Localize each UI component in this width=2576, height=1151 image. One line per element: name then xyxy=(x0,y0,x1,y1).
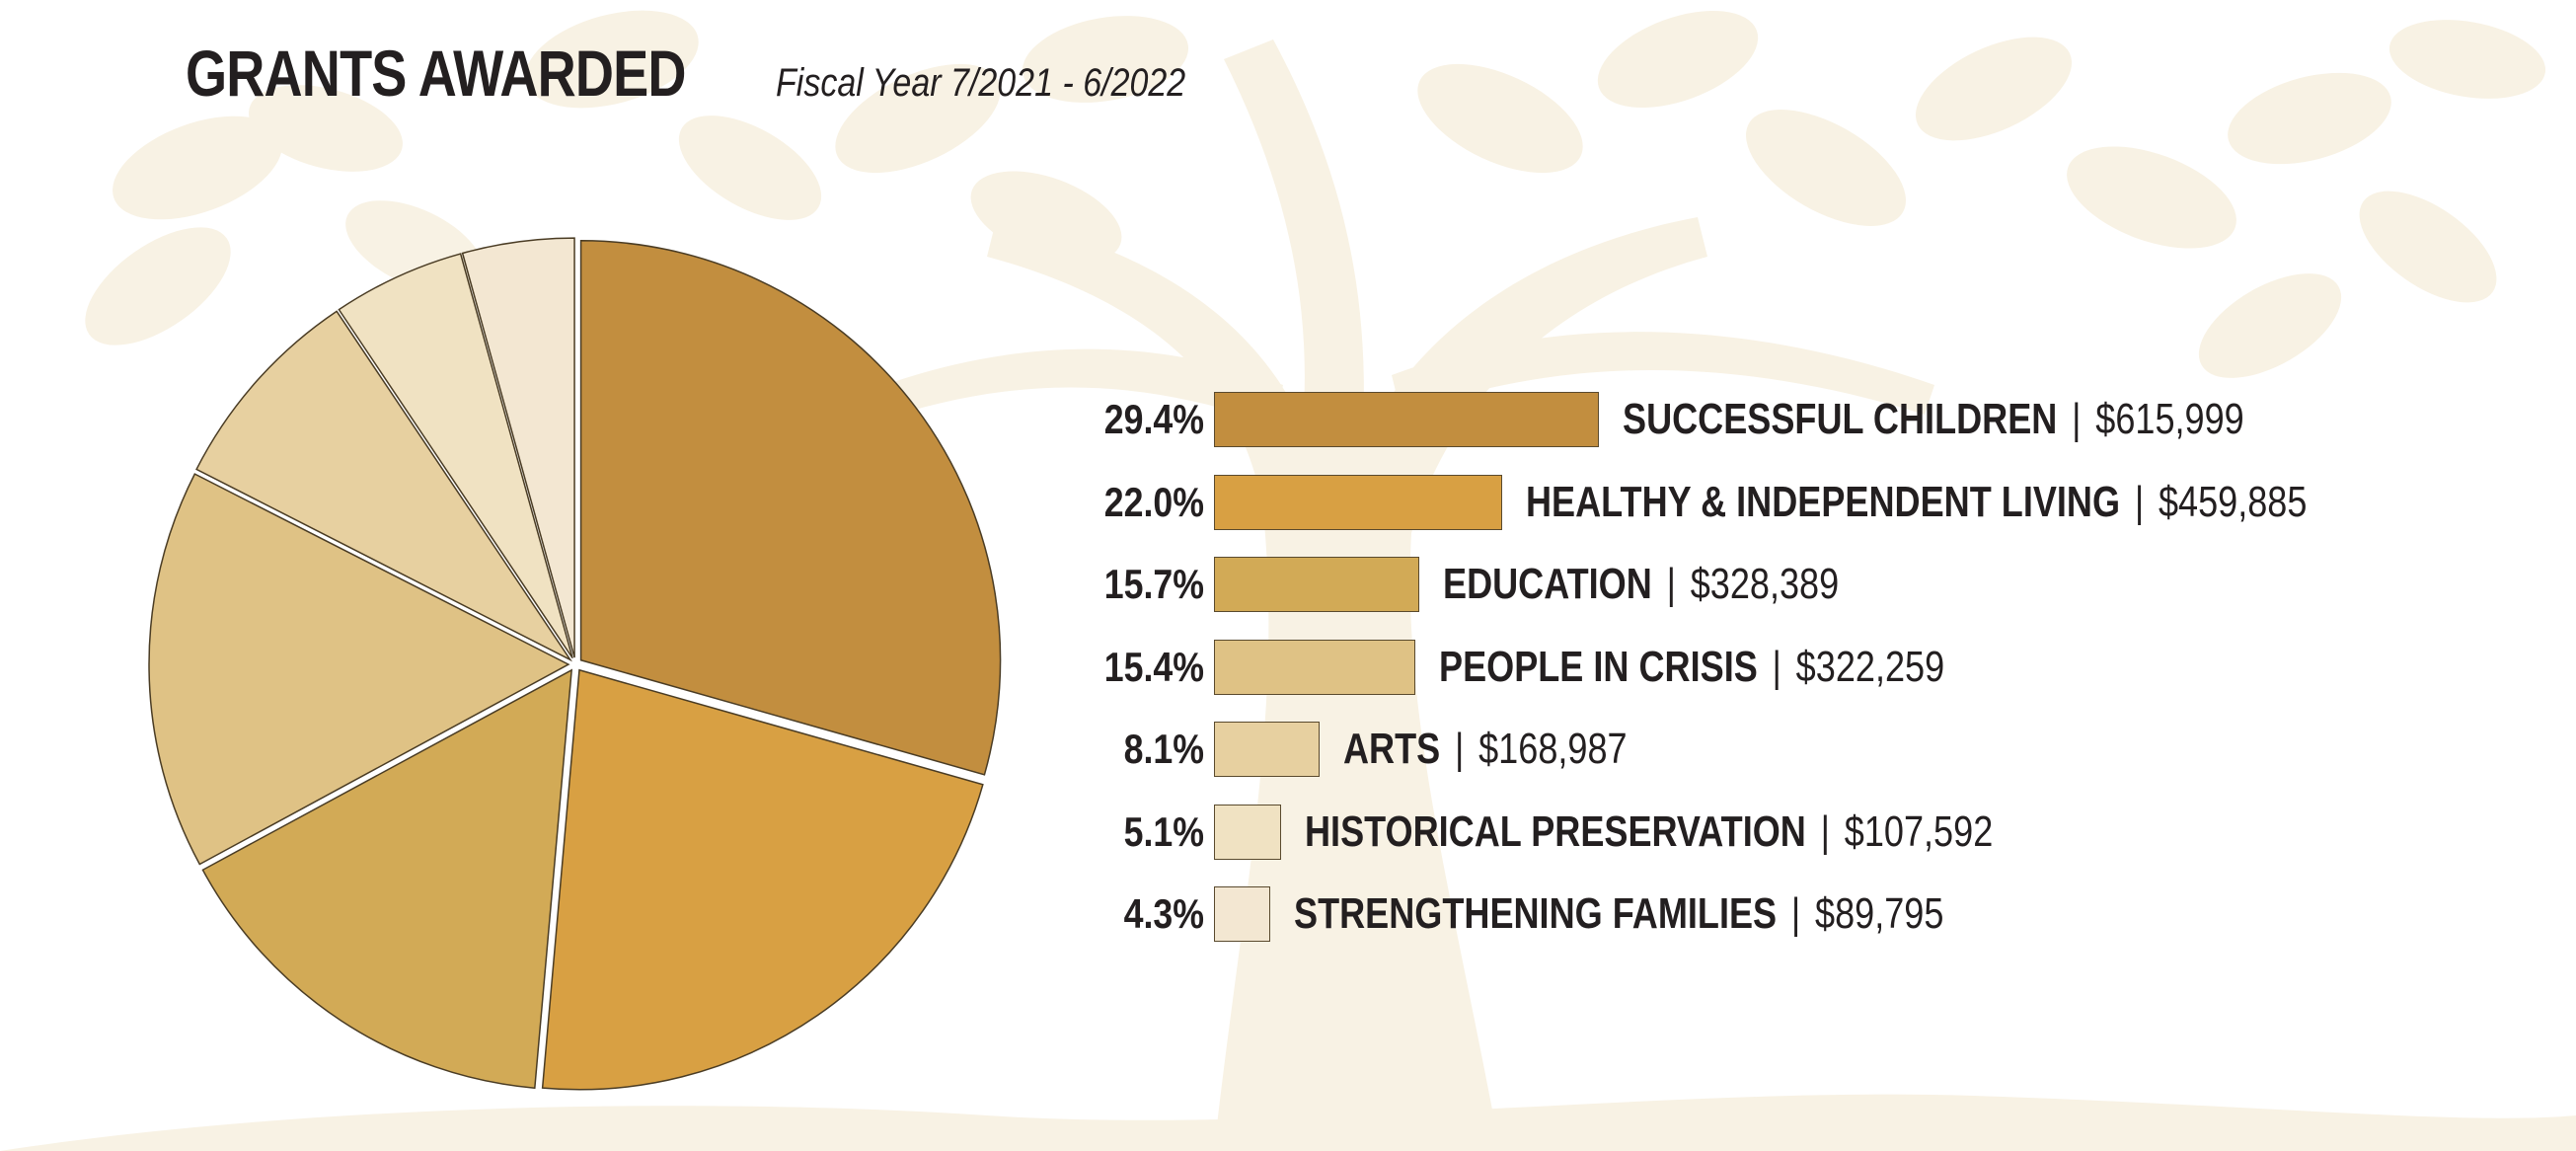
legend-label: SUCCESSFUL CHILDREN | $615,999 xyxy=(1623,395,2244,444)
pie-slice-3 xyxy=(201,668,573,1090)
legend-label: HISTORICAL PRESERVATION | $107,592 xyxy=(1305,807,1993,857)
legend-amount: $615,999 xyxy=(2095,395,2244,443)
legend-row: 15.7% EDUCATION | $328,389 xyxy=(1007,555,1926,614)
legend-amount: $107,592 xyxy=(1844,806,1994,856)
legend-bar xyxy=(1214,886,1270,942)
legend-separator: | xyxy=(1454,725,1465,773)
legend-percent: 29.4% xyxy=(1103,396,1204,442)
legend-bar xyxy=(1214,639,1415,695)
legend-bar xyxy=(1214,557,1419,612)
legend-category: SUCCESSFUL CHILDREN xyxy=(1623,395,2058,443)
legend-percent: 15.7% xyxy=(1103,561,1204,607)
legend-bar xyxy=(1214,722,1320,777)
legend-label: HEALTHY & INDEPENDENT LIVING | $459,885 xyxy=(1526,478,2307,527)
legend-separator: | xyxy=(2072,395,2082,443)
legend-percent: 22.0% xyxy=(1103,478,1204,525)
legend-percent: 4.3% xyxy=(1123,890,1204,937)
legend-separator: | xyxy=(1772,642,1781,691)
legend-percent: 15.4% xyxy=(1103,643,1204,690)
pie-chart xyxy=(148,237,1002,1091)
legend-percent: 8.1% xyxy=(1123,726,1204,772)
legend-row: 4.3% STRENGTHENING FAMILIES | $89,795 xyxy=(1007,884,2086,944)
legend-row: 8.1% ARTS | $168,987 xyxy=(1007,720,1690,779)
pie-slice-4 xyxy=(148,473,570,866)
pie-slice-1 xyxy=(579,240,1002,776)
legend-row: 15.4% PEOPLE IN CRISIS | $322,259 xyxy=(1007,638,2056,697)
pie-slice-6 xyxy=(338,253,573,659)
legend-separator: | xyxy=(1820,806,1831,856)
pie-slice-5 xyxy=(195,310,572,662)
legend-label: PEOPLE IN CRISIS | $322,259 xyxy=(1439,643,1944,692)
chart-title: GRANTS AWARDED xyxy=(186,37,687,110)
legend-label: STRENGTHENING FAMILIES | $89,795 xyxy=(1294,889,1943,939)
legend-row: 22.0% HEALTHY & INDEPENDENT LIVING | $459,8… xyxy=(1007,473,2478,532)
legend-separator: | xyxy=(2134,477,2145,526)
pie-slice-7 xyxy=(461,237,575,658)
legend-percent: 5.1% xyxy=(1123,807,1204,855)
legend-row: 5.1% HISTORICAL PRESERVATION | $107,592 xyxy=(1007,803,2144,862)
legend-category: PEOPLE IN CRISIS xyxy=(1439,642,1758,691)
legend-separator: | xyxy=(1666,560,1676,608)
legend-bar xyxy=(1214,392,1599,447)
chart-header: GRANTS AWARDED Fiscal Year 7/2021 - 6/20… xyxy=(186,36,1257,111)
legend-category: HISTORICAL PRESERVATION xyxy=(1305,806,1806,856)
legend-amount: $328,389 xyxy=(1690,560,1840,608)
legend-row: 29.4% SUCCESSFUL CHILDREN | $615,999 xyxy=(1007,390,2381,449)
legend-amount: $459,885 xyxy=(2158,477,2308,526)
legend-amount: $322,259 xyxy=(1795,642,1945,691)
legend-amount: $89,795 xyxy=(1815,889,1944,938)
legend-bar xyxy=(1214,804,1281,860)
chart-subtitle: Fiscal Year 7/2021 - 6/2022 xyxy=(775,61,1186,105)
legend-label: EDUCATION | $328,389 xyxy=(1443,560,1839,609)
legend-label: ARTS | $168,987 xyxy=(1343,725,1628,774)
legend-separator: | xyxy=(1790,889,1801,938)
legend-bar xyxy=(1214,474,1502,530)
legend-category: STRENGTHENING FAMILIES xyxy=(1294,889,1778,938)
legend-amount: $168,987 xyxy=(1478,725,1628,773)
legend-category: HEALTHY & INDEPENDENT LIVING xyxy=(1526,477,2121,526)
legend-category: ARTS xyxy=(1343,725,1441,773)
pie-slice-2 xyxy=(541,668,984,1091)
legend-category: EDUCATION xyxy=(1443,560,1652,608)
